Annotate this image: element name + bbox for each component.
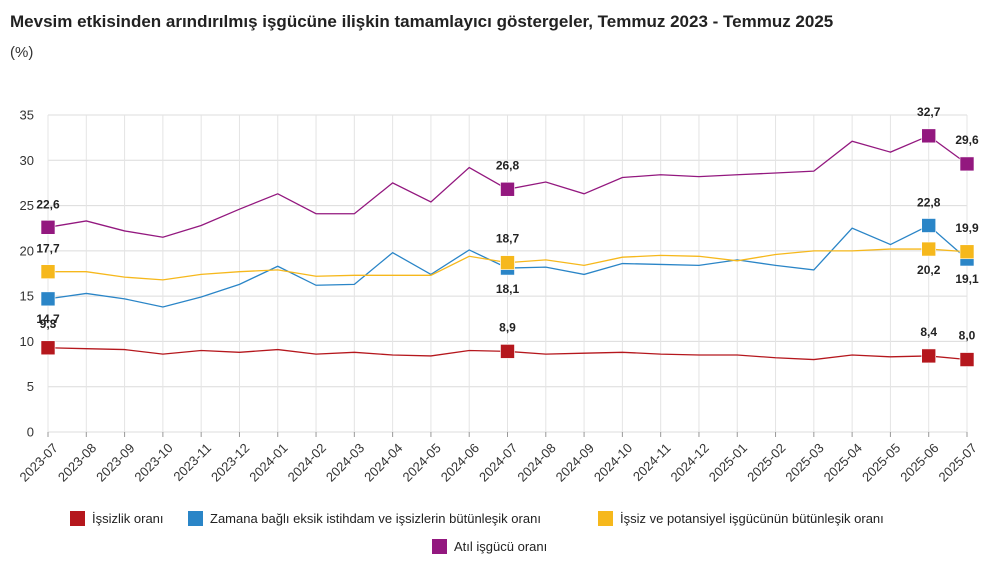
chart-subtitle: (%) <box>10 44 34 61</box>
data-label: 32,7 <box>917 105 941 119</box>
y-tick-label: 15 <box>20 289 34 304</box>
x-tick-label: 2023-10 <box>131 440 175 484</box>
grid-lines <box>47 114 968 433</box>
data-label: 8,0 <box>959 329 976 343</box>
y-tick-label: 35 <box>20 108 34 123</box>
legend-swatch <box>70 511 85 526</box>
data-marker <box>40 291 56 307</box>
x-tick-label: 2024-08 <box>514 440 558 484</box>
x-tick-label: 2024-10 <box>591 440 635 484</box>
x-tick-label: 2023-08 <box>55 440 99 484</box>
y-tick-label: 0 <box>27 425 34 440</box>
legend-label: İşsizlik oranı <box>92 511 164 526</box>
data-label: 18,1 <box>496 282 520 296</box>
x-tick-label: 2023-09 <box>93 440 137 484</box>
data-marker <box>40 220 56 235</box>
data-label: 8,4 <box>920 325 937 339</box>
y-tick-label: 25 <box>20 198 34 213</box>
data-marker <box>500 181 515 197</box>
legend-item: İşsizlik oranı <box>70 511 164 526</box>
data-marker <box>500 255 515 270</box>
data-label: 29,6 <box>955 133 979 147</box>
legend-item: İşsiz ve potansiyel işgücünün bütünleşik… <box>598 511 884 526</box>
y-tick-label: 10 <box>20 334 34 349</box>
x-tick-label: 2025-06 <box>897 440 941 484</box>
x-tick-label: 2024-12 <box>668 440 712 484</box>
x-tick-label: 2025-03 <box>782 440 826 484</box>
y-tick-label: 20 <box>20 243 34 258</box>
legend-label: Zamana bağlı eksik istihdam ve işsizleri… <box>210 511 541 526</box>
y-tick-label: 30 <box>20 153 34 168</box>
legend-swatch <box>432 539 447 554</box>
x-tick-label: 2025-04 <box>821 440 865 484</box>
x-tick-label: 2024-07 <box>476 440 520 484</box>
data-label: 22,8 <box>917 195 941 209</box>
data-label: 17,7 <box>36 242 60 256</box>
x-tick-label: 2024-09 <box>553 440 597 484</box>
x-tick-label: 2024-01 <box>246 440 290 484</box>
x-tick-label: 2024-05 <box>399 440 443 484</box>
legend-swatch <box>598 511 613 526</box>
data-label: 8,9 <box>499 320 516 334</box>
legend-label: İşsiz ve potansiyel işgücünün bütünleşik… <box>620 511 884 526</box>
data-label: 20,2 <box>917 263 941 277</box>
x-tick-label: 2025-07 <box>936 440 980 484</box>
legend-label: Atıl işgücü oranı <box>454 539 547 554</box>
data-marker <box>921 128 937 144</box>
data-marker <box>921 218 937 233</box>
data-marker <box>40 340 56 356</box>
data-label: 22,6 <box>36 197 60 211</box>
data-label: 14,7 <box>36 312 60 326</box>
data-label: 26,8 <box>496 158 520 172</box>
data-marker <box>959 244 975 260</box>
data-marker <box>40 264 56 279</box>
data-marker <box>959 156 975 172</box>
x-tick-label: 2024-02 <box>285 440 329 484</box>
data-labels: 9,3 8,9 8,4 8,0 14,7 18,1 22,8 19,1 17,7 18,7 20,2… <box>36 105 979 343</box>
data-label: 9,3 <box>40 317 57 331</box>
data-label: 19,9 <box>955 221 979 235</box>
x-tick-label: 2025-01 <box>706 440 750 484</box>
x-tick-label: 2023-07 <box>17 440 61 484</box>
data-marker <box>500 344 515 359</box>
data-marker <box>959 352 975 367</box>
legend-swatch <box>188 511 203 526</box>
x-tick-label: 2024-04 <box>361 440 405 484</box>
x-tick-label: 2024-06 <box>438 440 482 484</box>
x-tick-label: 2024-03 <box>323 440 367 484</box>
data-marker <box>921 241 937 257</box>
data-marker <box>921 348 937 364</box>
y-tick-label: 5 <box>27 379 34 394</box>
x-tick-label: 2023-11 <box>170 440 214 484</box>
x-tick-label: 2023-12 <box>208 440 252 484</box>
x-tick-label: 2025-02 <box>744 440 788 484</box>
data-label: 18,7 <box>496 232 520 246</box>
series-markers <box>40 128 975 367</box>
legend: İşsizlik oranı Zamana bağlı eksik istihda… <box>70 511 884 554</box>
x-tick-label: 2024-11 <box>630 440 674 484</box>
legend-item: Zamana bağlı eksik istihdam ve işsizleri… <box>188 511 541 526</box>
data-label: 19,1 <box>955 272 979 286</box>
legend-item: Atıl işgücü oranı <box>432 539 547 554</box>
chart-title: Mevsim etkisinden arındırılmış işgücüne … <box>10 12 834 31</box>
x-tick-label: 2025-05 <box>859 440 903 484</box>
